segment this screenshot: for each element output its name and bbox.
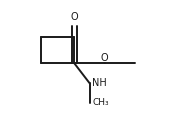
Text: NH: NH bbox=[92, 77, 107, 88]
Text: O: O bbox=[101, 53, 109, 63]
Text: CH₃: CH₃ bbox=[92, 98, 109, 107]
Text: O: O bbox=[70, 12, 78, 22]
